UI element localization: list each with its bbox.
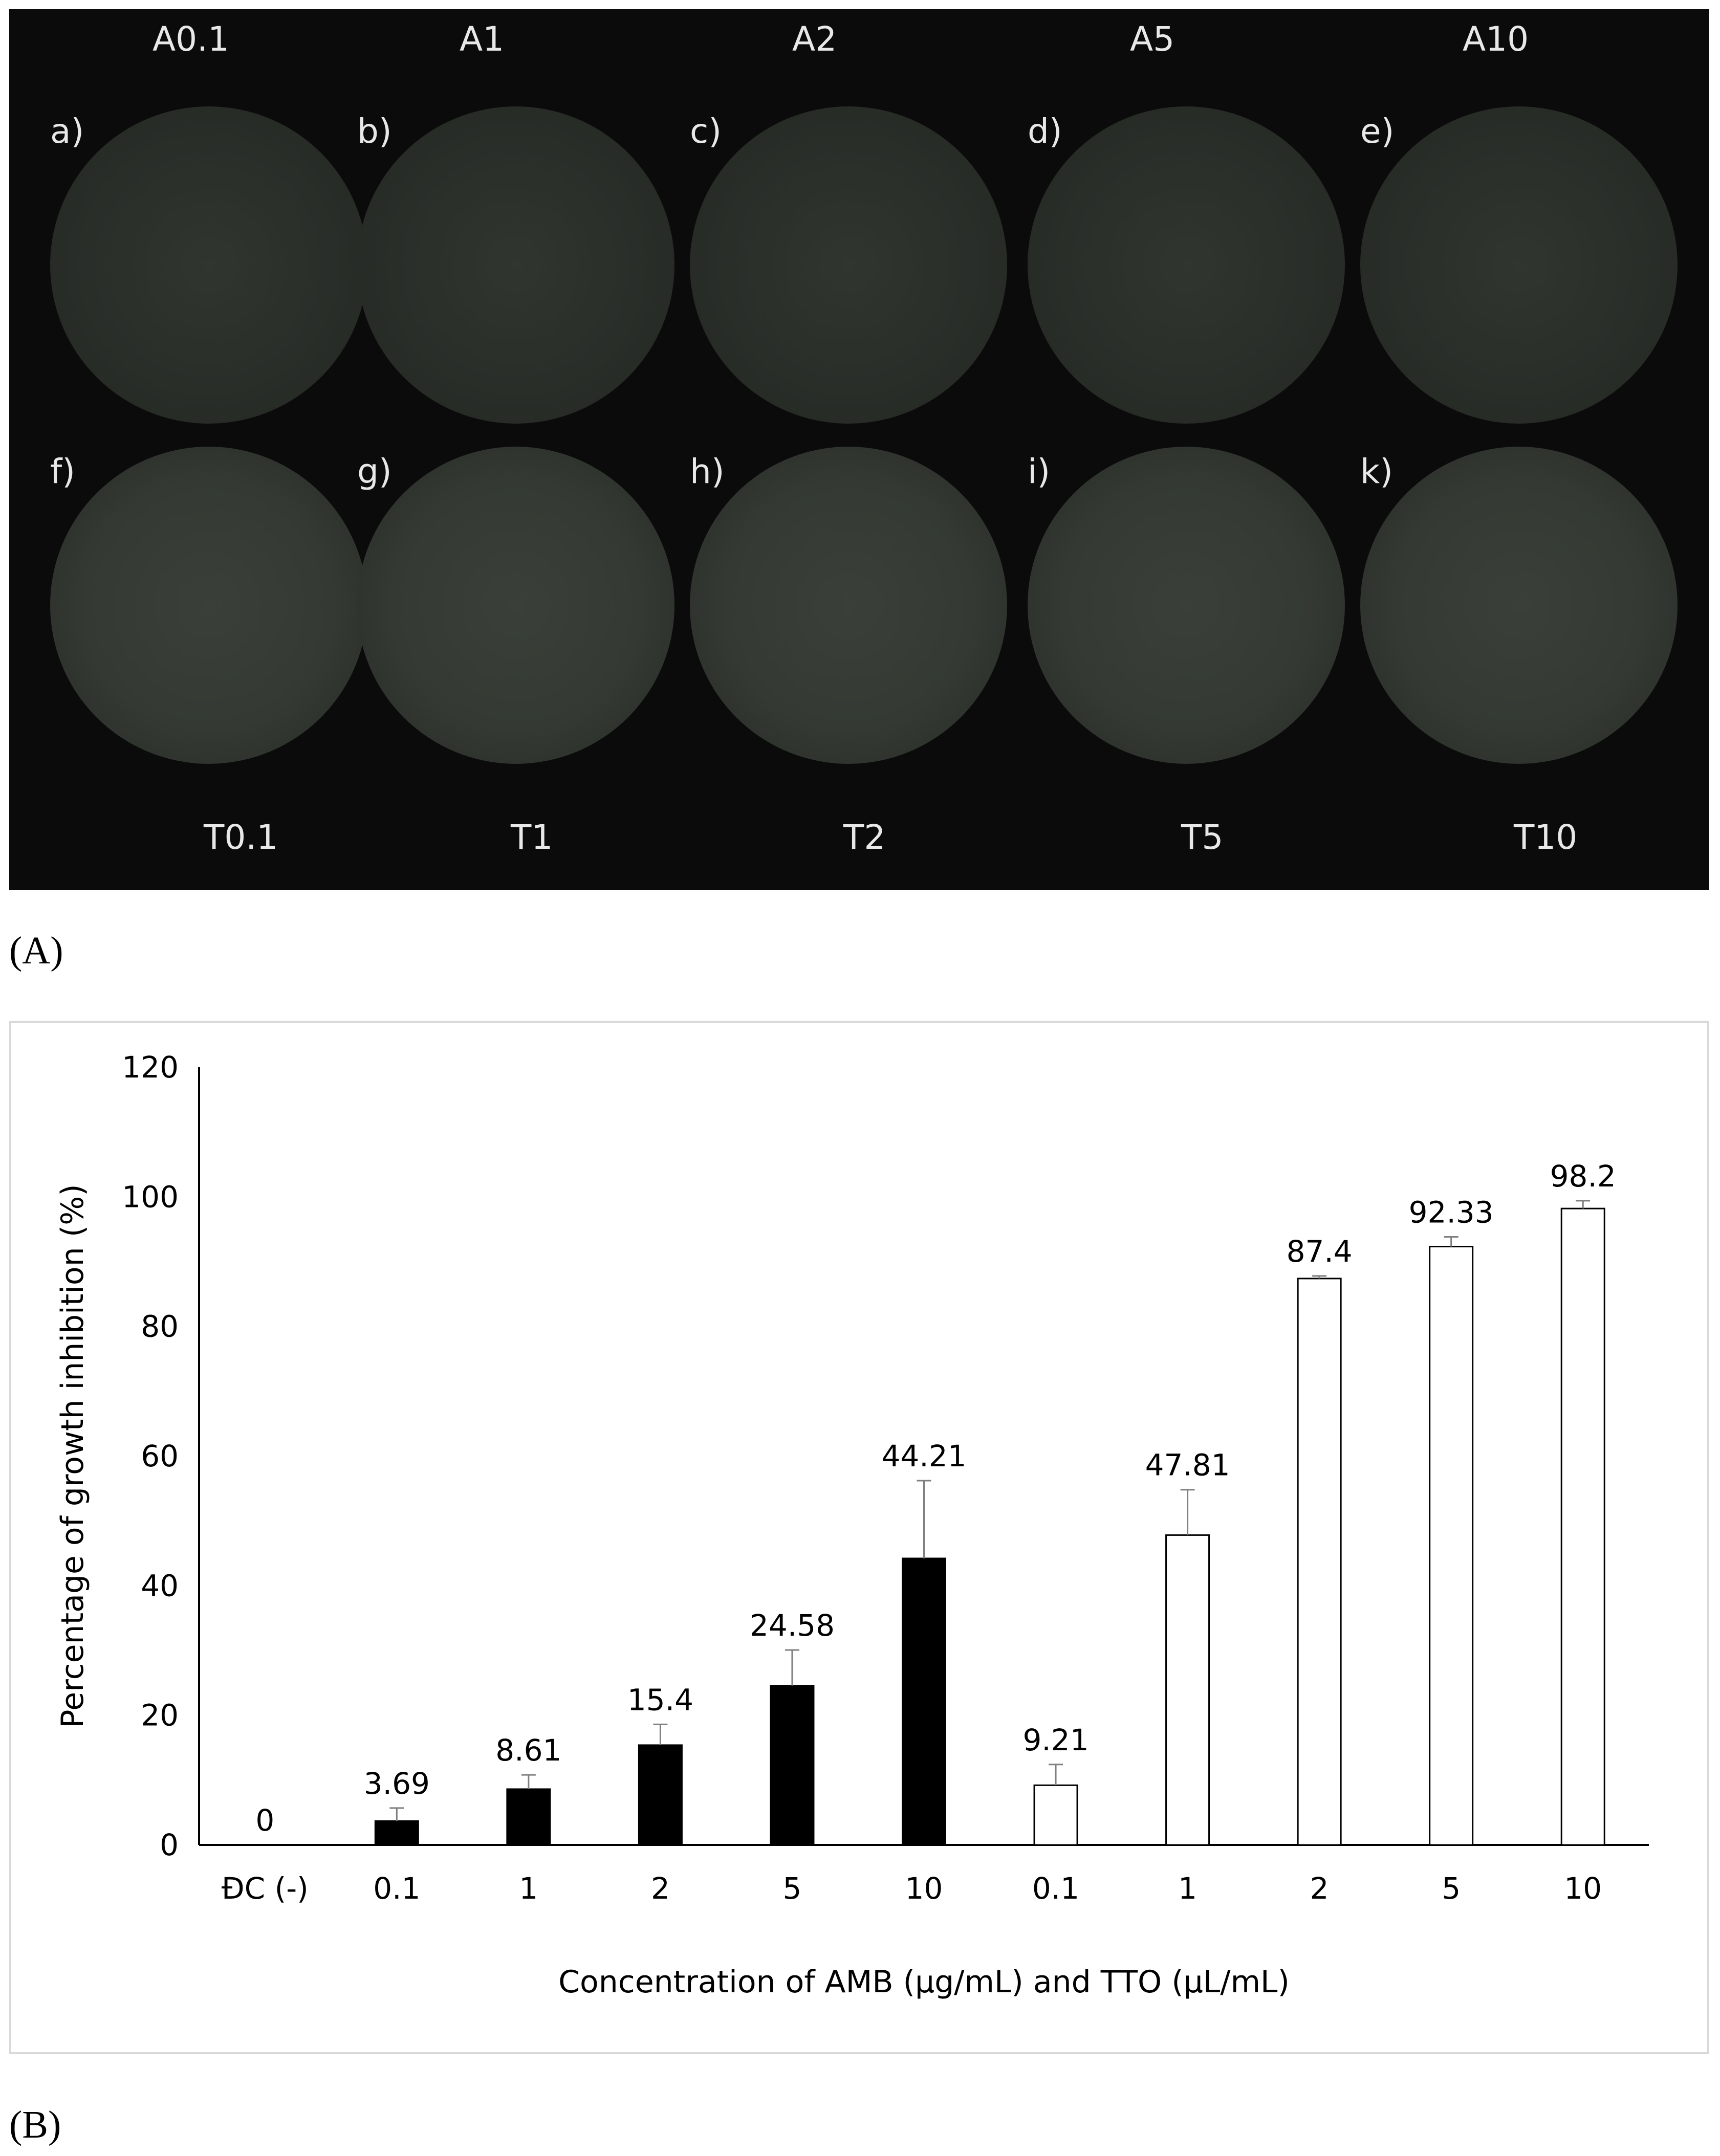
y-tick-label: 40 [141,1568,179,1603]
x-axis-title: Concentration of AMB (µg/mL) and TTO (µL… [558,1964,1290,2000]
y-tick-label: 0 [160,1828,179,1862]
petri-dish [1028,106,1345,424]
x-tick-label: 1 [1178,1871,1197,1906]
plate-letter: e) [1360,112,1395,151]
x-tick-label: 2 [1310,1871,1329,1906]
petri-dish [1028,447,1345,764]
bar [1165,1534,1210,1846]
plate-letter: h) [690,452,725,491]
panel-b-caption: (B) [9,2103,61,2146]
petri-dish [690,106,1007,424]
x-tick-label: 2 [651,1871,670,1906]
plate-letter: f) [50,452,75,491]
petri-dish [1360,106,1678,424]
bar [638,1744,683,1846]
y-tick-label: 100 [122,1179,179,1214]
y-tick-label: 80 [141,1309,179,1344]
bar-chart-frame: 0 20 40 60 80 100 120 0 ĐC (-) 3.69 0.1 8.61 1 15.4 2 2… [9,1021,1709,2054]
y-axis-title: Percentage of growth inhibition (%) [55,1184,91,1728]
petri-dish [690,447,1007,764]
bar [1560,1207,1605,1846]
data-label: 47.81 [1145,1448,1230,1483]
x-tick-label: 5 [1442,1871,1461,1906]
data-label: 15.4 [627,1682,693,1717]
x-tick-label: 10 [905,1871,943,1906]
plate-letter: b) [357,112,392,151]
bar [770,1685,815,1846]
data-label: 44.21 [881,1439,966,1473]
data-label: 24.58 [750,1608,835,1643]
column-label-top: A2 [792,19,837,59]
x-tick-label: 0.1 [373,1871,420,1906]
x-tick-label: 5 [783,1871,802,1906]
bar [506,1788,551,1846]
column-label-top: A5 [1130,19,1175,59]
petri-dish-photo: A0.1 A1 A2 A5 A10 T0.1 T1 T2 T5 T10 a) f) b) g) c) h) d)… [9,9,1709,890]
plate-letter: g) [357,452,392,491]
bar [374,1820,419,1846]
data-label: 87.4 [1287,1234,1353,1269]
bar [1297,1278,1342,1846]
y-tick-label: 20 [141,1698,179,1733]
column-label-bottom: T0.1 [204,818,278,857]
column-label-bottom: T5 [1181,818,1224,857]
data-label: 9.21 [1022,1723,1088,1757]
column-label-bottom: T1 [511,818,553,857]
column-label-bottom: T10 [1514,818,1578,857]
petri-dish [357,106,674,424]
y-tick-label: 120 [122,1050,179,1085]
x-tick-label: 0.1 [1032,1871,1079,1906]
plate-letter: a) [50,112,84,151]
bar [1033,1784,1078,1846]
data-label: 8.61 [495,1733,561,1768]
bar [1429,1245,1474,1846]
column-label-top: A0.1 [153,19,230,59]
data-label: 92.33 [1409,1195,1494,1229]
x-tick-label: ĐC (-) [222,1871,309,1906]
bar [902,1557,946,1846]
data-label: 3.69 [364,1766,430,1801]
data-label: 98.2 [1550,1159,1616,1194]
column-label-top: A10 [1463,19,1529,59]
data-label: 0 [255,1803,274,1838]
petri-dish [50,447,367,764]
plate-letter: k) [1360,452,1393,491]
x-tick-label: 10 [1564,1871,1602,1906]
plate-letter: c) [690,112,722,151]
bar-chart: 0 20 40 60 80 100 120 0 ĐC (-) 3.69 0.1 8.61 1 15.4 2 2… [55,1050,1649,2000]
column-label-top: A1 [460,19,505,59]
petri-dish [50,106,367,424]
plate-letter: i) [1028,452,1051,491]
panel-a-caption: (A) [9,929,63,972]
y-tick-label: 60 [141,1439,179,1473]
petri-dish [1360,447,1678,764]
x-tick-label: 1 [519,1871,538,1906]
plate-letter: d) [1028,112,1062,151]
column-label-bottom: T2 [843,818,886,857]
petri-dish [357,447,674,764]
